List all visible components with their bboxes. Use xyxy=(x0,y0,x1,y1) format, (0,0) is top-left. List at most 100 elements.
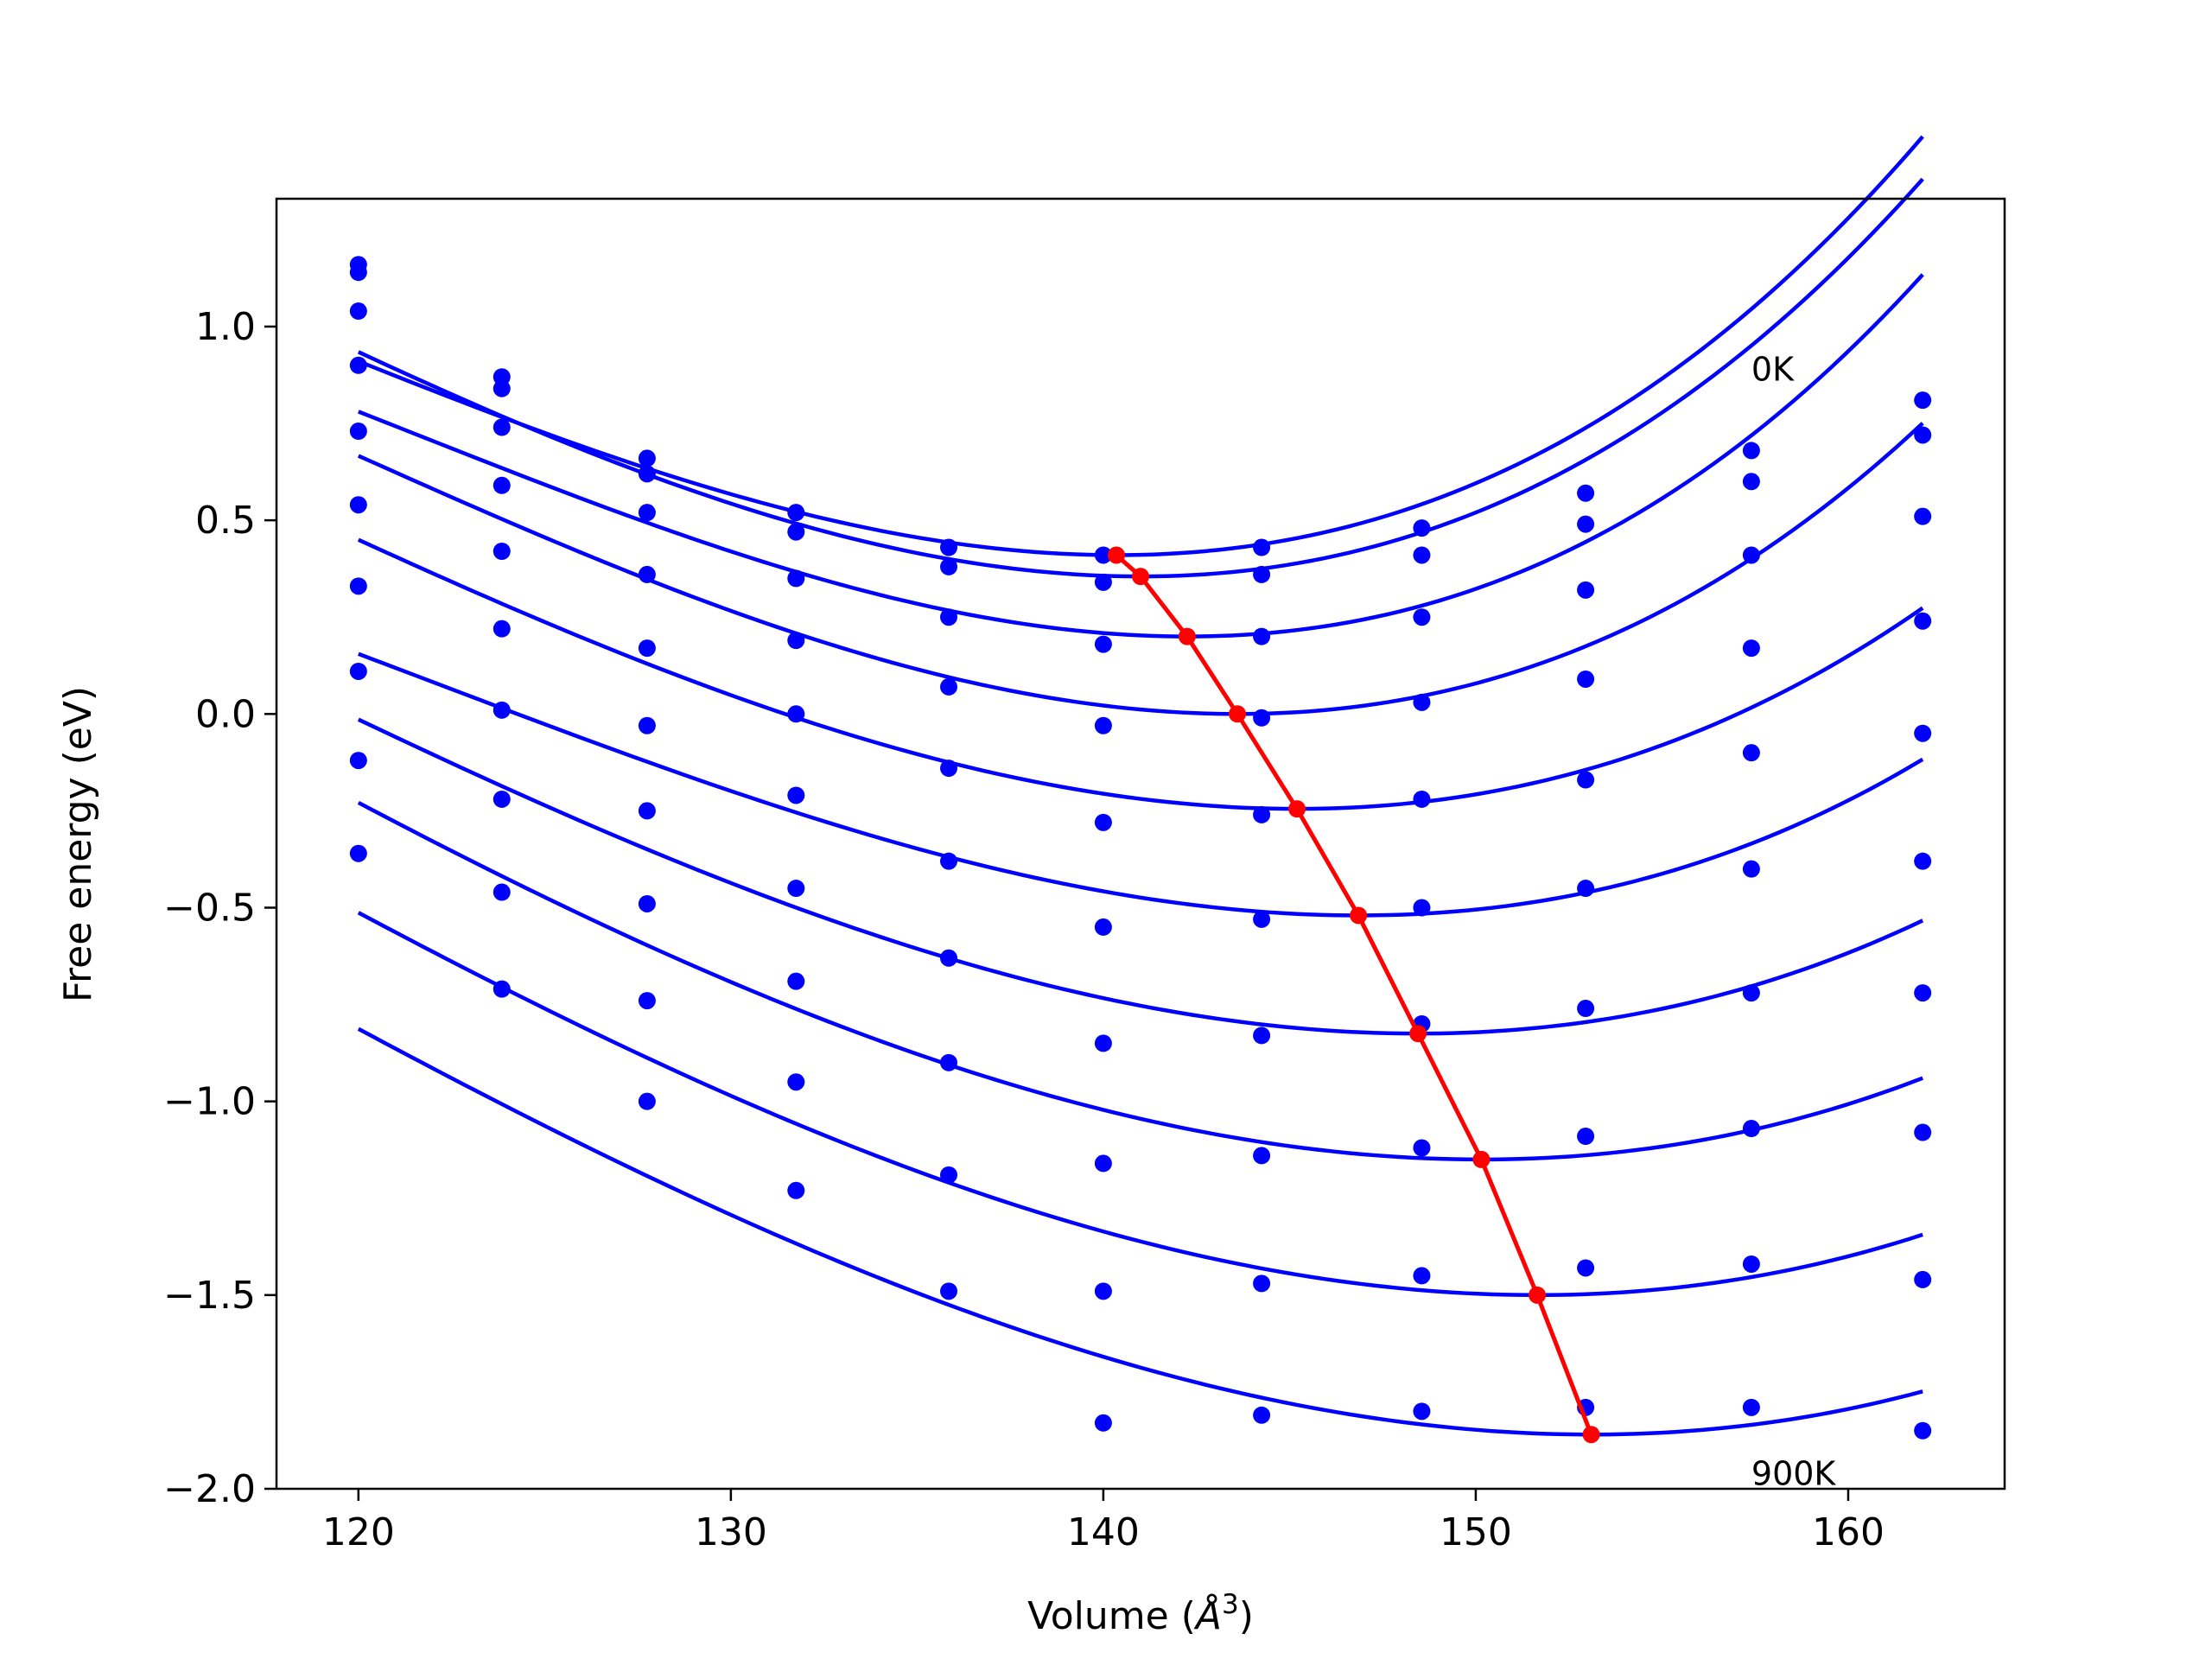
data-point xyxy=(638,565,656,583)
minima-line xyxy=(1115,553,1593,1436)
data-point xyxy=(349,844,367,862)
y-tick-label: 0.0 xyxy=(195,692,256,736)
x-axis-label-exponent: 3 xyxy=(1222,1589,1239,1620)
data-point xyxy=(940,1053,958,1071)
y-tick-label: −1.0 xyxy=(163,1080,256,1124)
minimum-point xyxy=(1529,1286,1547,1304)
x-tick-label: 150 xyxy=(1440,1510,1512,1554)
data-point xyxy=(1742,984,1760,1002)
minimum-point xyxy=(1229,705,1247,723)
minimum-point xyxy=(1107,546,1125,564)
data-point xyxy=(638,1092,656,1110)
data-point xyxy=(1742,442,1760,460)
plot-frame xyxy=(275,197,2006,1491)
y-tick-label: 1.0 xyxy=(195,305,256,349)
data-point xyxy=(1413,546,1431,564)
y-axis-ticks: 1.0 0.5 0.0 −0.5 −1.0 −1.5 −2.0 xyxy=(163,305,276,1511)
data-point xyxy=(1914,507,1932,525)
data-point xyxy=(493,476,511,494)
data-point xyxy=(787,880,805,898)
data-point xyxy=(940,677,958,696)
data-point xyxy=(493,883,511,901)
data-point xyxy=(787,1073,805,1091)
data-point xyxy=(1413,899,1431,917)
data-point xyxy=(787,504,805,522)
data-point xyxy=(1253,1274,1271,1293)
data-point xyxy=(1413,790,1431,808)
data-point xyxy=(1253,565,1271,583)
data-point xyxy=(940,608,958,626)
data-point xyxy=(349,662,367,680)
data-point xyxy=(1577,1128,1595,1145)
fit-curve xyxy=(357,1027,1923,1437)
x-axis-label: Volume (Å3) xyxy=(1027,1589,1254,1638)
data-point xyxy=(1253,910,1271,928)
data-point xyxy=(638,992,656,1010)
data-point xyxy=(940,852,958,870)
data-point xyxy=(1914,391,1932,410)
fit-curve xyxy=(358,273,1924,639)
data-point xyxy=(1742,639,1760,658)
data-point xyxy=(1914,1123,1932,1141)
data-point xyxy=(638,639,656,658)
x-axis-ticks: 120 130 140 150 160 xyxy=(322,1489,1885,1554)
minimum-point xyxy=(1178,627,1196,645)
data-point xyxy=(1577,1000,1595,1018)
data-point xyxy=(1742,744,1760,762)
annotations: 0K 900K xyxy=(1751,351,1837,1493)
x-tick-label: 120 xyxy=(322,1510,395,1554)
x-axis-label-symbol: Å xyxy=(1193,1592,1222,1638)
x-tick-label: 160 xyxy=(1812,1510,1885,1554)
data-point xyxy=(1094,1282,1112,1300)
data-point xyxy=(1577,515,1595,533)
data-point xyxy=(1914,426,1932,444)
x-tick-label: 140 xyxy=(1067,1510,1140,1554)
data-point xyxy=(1253,709,1271,727)
minima-path xyxy=(1107,546,1600,1444)
fit-curve xyxy=(357,800,1923,1162)
data-point xyxy=(1094,635,1112,653)
data-point xyxy=(940,760,958,778)
minimum-point xyxy=(1350,906,1368,925)
data-point xyxy=(493,543,511,560)
y-tick-label: −1.5 xyxy=(163,1274,256,1318)
data-point xyxy=(1742,1255,1760,1273)
data-point xyxy=(1742,546,1760,564)
data-point xyxy=(787,1181,805,1199)
data-point xyxy=(493,379,511,397)
data-point xyxy=(1577,670,1595,688)
data-point xyxy=(349,752,367,770)
fit-curve xyxy=(357,911,1923,1298)
data-point xyxy=(940,949,958,967)
data-point xyxy=(638,716,656,734)
minimum-point xyxy=(1288,800,1306,818)
x-tick-label: 130 xyxy=(695,1510,767,1554)
data-point xyxy=(1914,724,1932,742)
data-point xyxy=(1253,538,1271,556)
data-point xyxy=(349,423,367,441)
minimum-point xyxy=(1472,1150,1491,1168)
data-point xyxy=(940,557,958,575)
data-point xyxy=(1253,627,1271,645)
data-point xyxy=(1413,519,1431,537)
data-point xyxy=(1253,805,1271,823)
data-point xyxy=(1577,771,1595,789)
data-point xyxy=(638,449,656,467)
data-point xyxy=(1413,608,1431,626)
data-point xyxy=(638,802,656,820)
y-axis-label: Free energy (eV) xyxy=(56,686,100,1002)
data-point xyxy=(1577,1259,1595,1277)
data-point xyxy=(1253,1406,1271,1424)
data-point xyxy=(349,496,367,514)
data-point xyxy=(638,504,656,522)
curve-annotation: 0K xyxy=(1751,351,1795,389)
data-point xyxy=(349,302,367,321)
fit-curve xyxy=(357,422,1924,716)
fit-curve xyxy=(357,537,1924,811)
data-point xyxy=(1413,1402,1431,1421)
data-point xyxy=(638,894,656,912)
y-tick-label: −0.5 xyxy=(163,886,256,930)
y-tick-label: 0.5 xyxy=(195,499,256,543)
data-point xyxy=(1413,1267,1431,1285)
